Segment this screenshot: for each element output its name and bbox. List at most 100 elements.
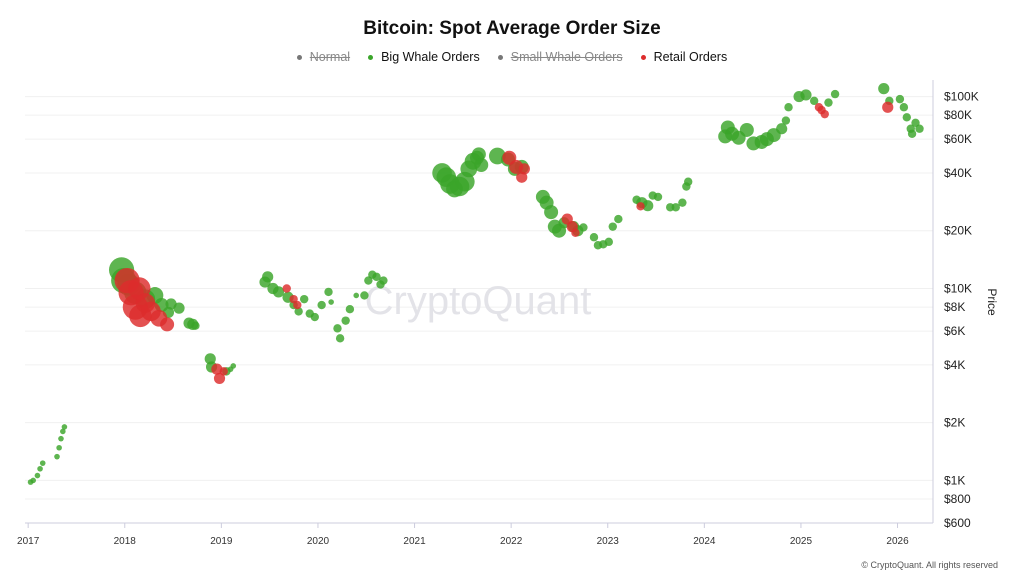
data-point <box>379 276 388 285</box>
y-tick-label: $10K <box>944 281 972 295</box>
data-point <box>56 444 62 451</box>
data-point <box>474 158 489 173</box>
data-point <box>372 272 381 282</box>
y-tick-label: $40K <box>944 166 972 180</box>
data-point <box>191 321 200 330</box>
data-point <box>61 424 68 430</box>
data-point <box>899 103 909 112</box>
data-point <box>614 214 623 224</box>
x-tick-label: 2019 <box>210 536 233 547</box>
data-point <box>636 202 645 211</box>
data-point <box>684 177 693 186</box>
data-point <box>895 94 905 104</box>
data-point <box>54 453 60 460</box>
data-point <box>324 287 333 297</box>
legend-dot <box>640 54 646 60</box>
legend-item-small-whale[interactable]: Small Whale Orders <box>497 50 623 64</box>
data-point <box>333 324 342 333</box>
y-tick-label: $8K <box>944 300 965 314</box>
y-tick-label: $20K <box>944 224 972 238</box>
data-point <box>642 200 654 212</box>
data-point <box>653 192 663 202</box>
legend-item-retail[interactable]: Retail Orders <box>640 50 728 64</box>
y-tick-label: $100K <box>944 90 979 104</box>
y-tick-label: $2K <box>944 416 965 430</box>
data-point <box>230 363 237 369</box>
legend-dot <box>497 54 503 60</box>
y-tick-label: $6K <box>944 324 965 338</box>
x-tick-label: 2022 <box>500 536 523 547</box>
data-point <box>907 129 917 138</box>
data-point <box>800 89 812 101</box>
series-big-whale-orders <box>27 83 924 485</box>
data-point <box>37 465 43 472</box>
data-point <box>328 299 334 305</box>
data-point <box>335 334 345 343</box>
legend-label: Retail Orders <box>653 50 728 64</box>
y-tick-label: $800 <box>944 492 971 506</box>
data-point <box>911 118 920 128</box>
data-point <box>160 317 175 332</box>
y-tick-label: $80K <box>944 108 972 122</box>
data-point <box>824 98 833 107</box>
data-point <box>353 292 360 299</box>
y-tick-label: $60K <box>944 132 972 146</box>
legend-label: Small Whale Orders <box>510 50 623 64</box>
data-point <box>776 123 788 135</box>
x-tick-label: 2020 <box>307 536 330 547</box>
data-point <box>60 428 66 435</box>
data-point <box>882 101 894 113</box>
data-point <box>173 302 185 314</box>
copyright-footer: © CryptoQuant. All rights reserved <box>861 560 998 570</box>
data-point <box>820 109 829 119</box>
legend-item-normal[interactable]: Normal <box>296 50 351 64</box>
legend-dot <box>368 54 374 60</box>
legend-label: Normal <box>309 50 351 64</box>
data-point <box>830 89 840 99</box>
data-point <box>571 228 580 238</box>
data-point <box>317 300 326 310</box>
data-point <box>878 83 890 95</box>
data-point <box>341 316 350 325</box>
data-point <box>360 291 369 300</box>
data-point <box>219 367 228 376</box>
data-point <box>544 205 559 220</box>
data-point <box>809 96 819 106</box>
data-point <box>310 312 319 322</box>
series-retail-orders <box>114 101 894 385</box>
x-tick-label: 2024 <box>693 536 716 547</box>
y-tick-label: $4K <box>944 358 965 372</box>
data-point <box>294 307 303 316</box>
data-point <box>784 103 793 112</box>
x-tick-label: 2023 <box>597 536 620 547</box>
x-tick-label: 2026 <box>886 536 909 547</box>
data-point <box>604 237 614 247</box>
data-point <box>213 372 226 385</box>
data-point <box>299 294 309 304</box>
data-point <box>345 305 355 314</box>
chart-title: Bitcoin: Spot Average Order Size <box>363 18 661 39</box>
legend-item-big-whale[interactable]: Big Whale Orders <box>368 50 480 64</box>
data-point <box>518 163 530 175</box>
data-point <box>39 460 46 466</box>
data-point <box>282 284 291 293</box>
data-point <box>608 222 617 231</box>
x-tick-label: 2017 <box>17 536 40 547</box>
data-point <box>293 300 302 310</box>
data-point <box>34 472 41 479</box>
data-point <box>739 122 754 137</box>
data-point <box>678 198 687 207</box>
data-point <box>262 271 274 283</box>
legend: Normal Big Whale Orders Small Whale Orde… <box>0 50 1024 64</box>
data-point <box>781 116 791 125</box>
y-tick-label: $1K <box>944 473 965 487</box>
x-tick-label: 2021 <box>403 536 426 547</box>
data-point <box>58 435 64 442</box>
legend-dot <box>296 54 302 60</box>
data-point <box>902 113 911 122</box>
data-point <box>30 477 36 484</box>
data-point <box>915 124 924 133</box>
data-point <box>671 203 680 212</box>
y-axis-label: Price <box>985 288 999 316</box>
